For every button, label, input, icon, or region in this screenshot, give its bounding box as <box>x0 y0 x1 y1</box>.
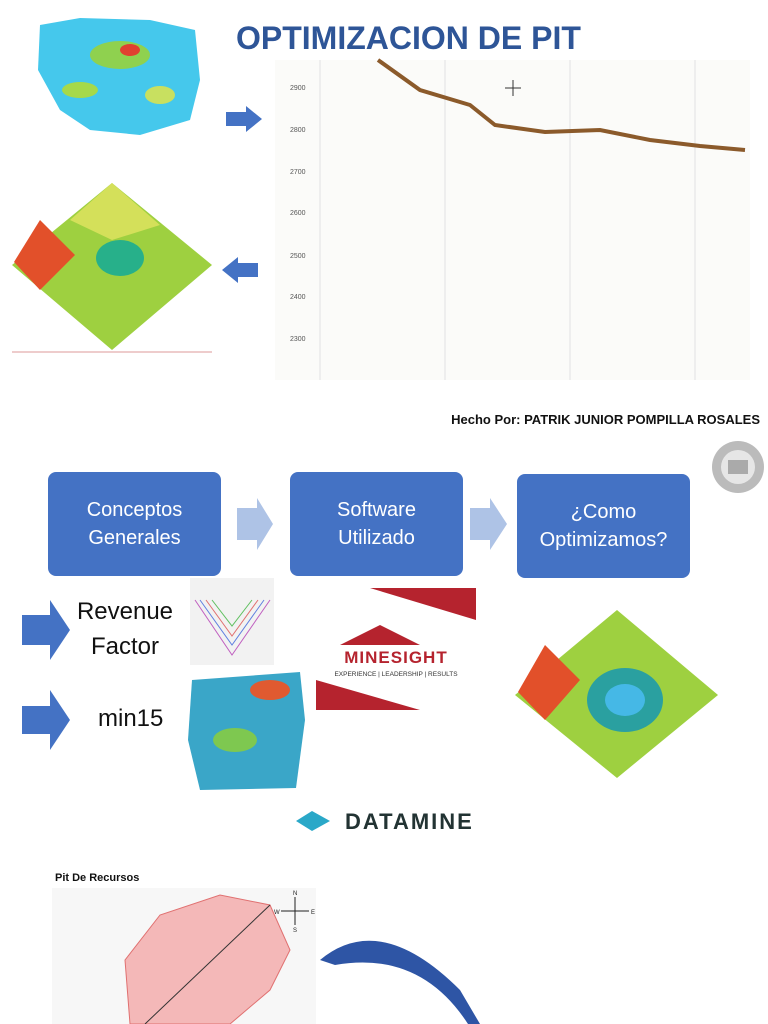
flow-step: ¿Como Optimizamos? <box>517 474 690 578</box>
flow-arrow <box>237 498 273 550</box>
resource-pit-map <box>52 888 316 1024</box>
revenue-factor-chart <box>190 578 274 665</box>
elevation-label: 2500 <box>290 253 306 260</box>
section-panel <box>275 60 750 380</box>
section-compass <box>505 80 521 96</box>
university-seal <box>712 441 764 493</box>
item-label: Revenue Factor <box>76 598 174 660</box>
elevation-label: 2600 <box>290 210 306 217</box>
datamine-wordmark: DATAMINE <box>345 809 474 834</box>
arrow-left <box>222 257 258 283</box>
pit-title: Pit De Recursos <box>55 872 139 884</box>
flow-arrow <box>470 498 507 550</box>
elevation-label: 2400 <box>290 294 306 301</box>
elevation-label: 2800 <box>290 127 306 134</box>
optimized-pit-3d <box>515 610 718 778</box>
arrow-right <box>226 106 262 132</box>
compass-letter: N <box>293 891 297 897</box>
minesight-tagline: EXPERIENCE | LEADERSHIP | RESULTS <box>334 671 458 678</box>
datamine-icon <box>296 811 330 831</box>
item-arrow <box>22 600 70 660</box>
compass-letter: E <box>311 910 315 916</box>
item-arrow <box>22 690 70 750</box>
item-label: min15 <box>98 705 164 732</box>
title: OPTIMIZACION DE PIT <box>236 20 581 56</box>
author: Hecho Por: PATRIK JUNIOR POMPILLA ROSALE… <box>451 412 760 427</box>
section-grid <box>319 60 696 380</box>
elevation-label: 2900 <box>290 85 306 92</box>
pit-3d-view <box>12 183 212 353</box>
section-labels: 2900 2800 2700 2600 2500 2400 2300 <box>290 85 306 343</box>
compass-letter: W <box>274 910 280 916</box>
flow-step: Conceptos Generales <box>48 472 221 576</box>
flow-step: Software Utilizado <box>290 472 463 576</box>
minesight-wordmark: MINESIGHT <box>344 648 447 667</box>
elevation-label: 2700 <box>290 169 306 176</box>
compass-letter: S <box>293 928 297 934</box>
elevation-label: 2300 <box>290 336 306 343</box>
min15-map <box>188 672 305 790</box>
block-model-map <box>38 18 200 135</box>
minesight-logo <box>316 588 476 710</box>
curved-arrow <box>320 940 480 1024</box>
terrain-profile <box>376 58 746 152</box>
pit-compass: N E S W <box>274 891 315 934</box>
